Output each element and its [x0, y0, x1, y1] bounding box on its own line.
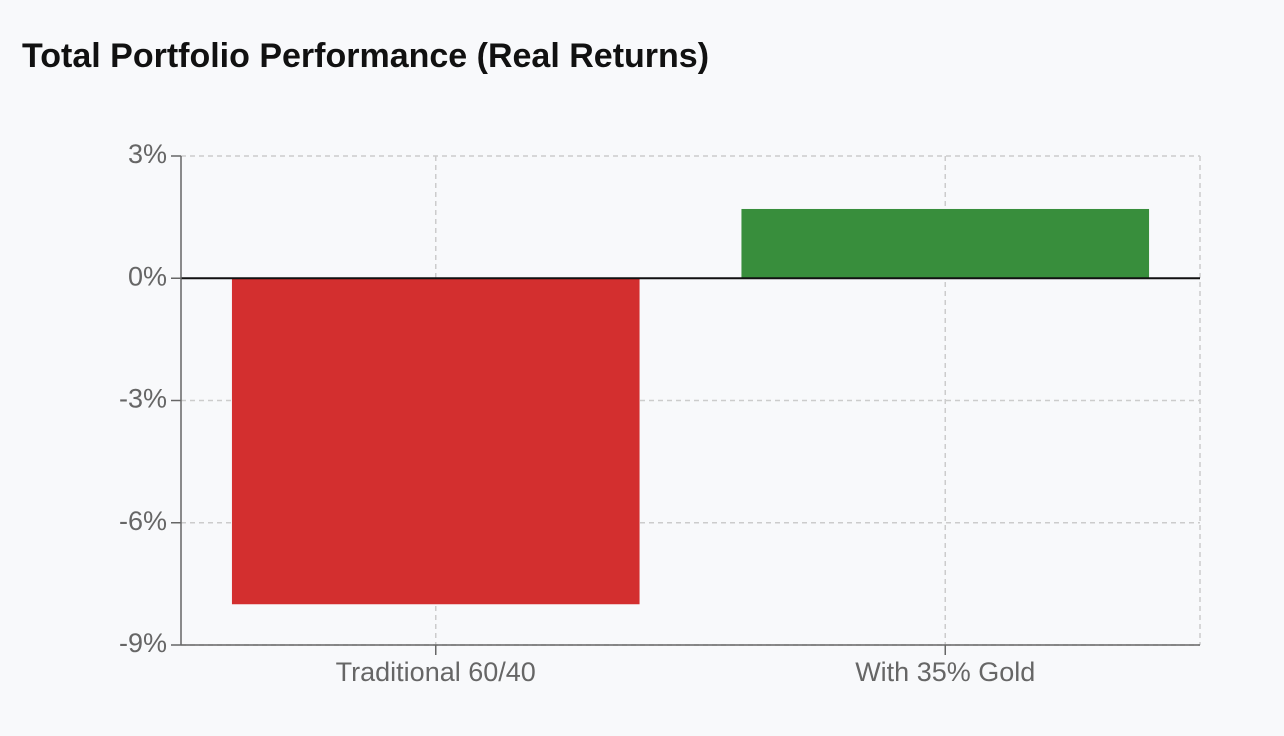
x-tick-label: With 35% Gold — [855, 657, 1035, 687]
y-tick-label: 0% — [128, 261, 167, 291]
chart-title: Total Portfolio Performance (Real Return… — [22, 37, 709, 75]
y-tick-label: 3% — [128, 139, 167, 169]
bar — [741, 208, 1150, 279]
y-tick-label: -9% — [119, 628, 167, 658]
x-tick-label: Traditional 60/40 — [336, 657, 536, 687]
y-tick-label: -6% — [119, 506, 167, 536]
y-tick-label: -3% — [119, 384, 167, 414]
bar — [231, 278, 640, 605]
